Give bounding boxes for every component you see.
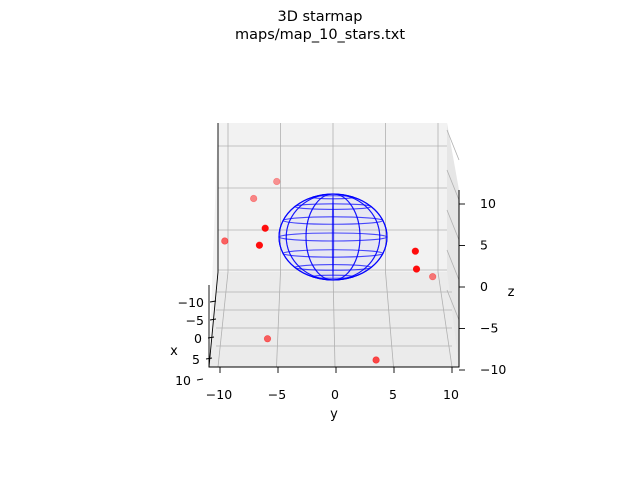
z-tick-label: 0 (480, 279, 488, 294)
z-tick-label: −10 (480, 362, 506, 377)
grid-line (332, 271, 336, 368)
grid-line (217, 271, 229, 368)
grid-line (446, 249, 460, 281)
x-tick (205, 357, 213, 360)
x-tick-label: 0 (194, 331, 202, 346)
grid-line (385, 271, 394, 368)
z-tick-label: 10 (480, 196, 496, 211)
star-point (250, 194, 258, 203)
y-tick-label: 5 (389, 387, 397, 402)
star-point (372, 356, 380, 364)
grid-lines (208, 123, 460, 368)
z-tick-label: −5 (480, 321, 498, 336)
star-point (412, 265, 421, 273)
y-tick-label: 10 (443, 387, 459, 402)
grid-line (446, 289, 460, 321)
x-tick-label: 5 (192, 352, 200, 367)
z-axis-label: z (508, 285, 515, 300)
star-point (261, 224, 269, 232)
sphere-outline (278, 193, 388, 281)
x-tick (196, 378, 204, 381)
grid-line (446, 169, 460, 201)
x-tick (207, 336, 215, 339)
grid-line (437, 271, 453, 368)
star-point (429, 273, 437, 281)
chart-subtitle: maps/map_10_stars.txt (235, 27, 405, 43)
sphere-wireframe (278, 193, 388, 281)
chart-title: 3D starmap (277, 9, 362, 25)
star-point (273, 177, 281, 186)
y-axis-label: y (330, 407, 338, 422)
x-tick-label: 10 (175, 373, 191, 388)
x-tick (209, 300, 217, 303)
y-tick-label: −5 (268, 387, 286, 402)
grid-line (446, 129, 460, 161)
star-points (221, 177, 437, 364)
x-tick-label: −5 (186, 313, 204, 328)
side-pane (447, 123, 459, 367)
grid-line (276, 271, 281, 368)
grid-line (446, 209, 460, 241)
z-tick-label: 5 (480, 238, 488, 253)
star-point (255, 241, 264, 249)
x-tick-label: −10 (178, 295, 204, 310)
star-point (263, 335, 272, 343)
star-point (221, 237, 229, 245)
x-tick (209, 318, 217, 321)
y-tick-label: −10 (206, 387, 232, 402)
star-point (411, 247, 419, 255)
x-axis-label: x (170, 344, 178, 359)
y-tick-label: 0 (331, 387, 339, 402)
